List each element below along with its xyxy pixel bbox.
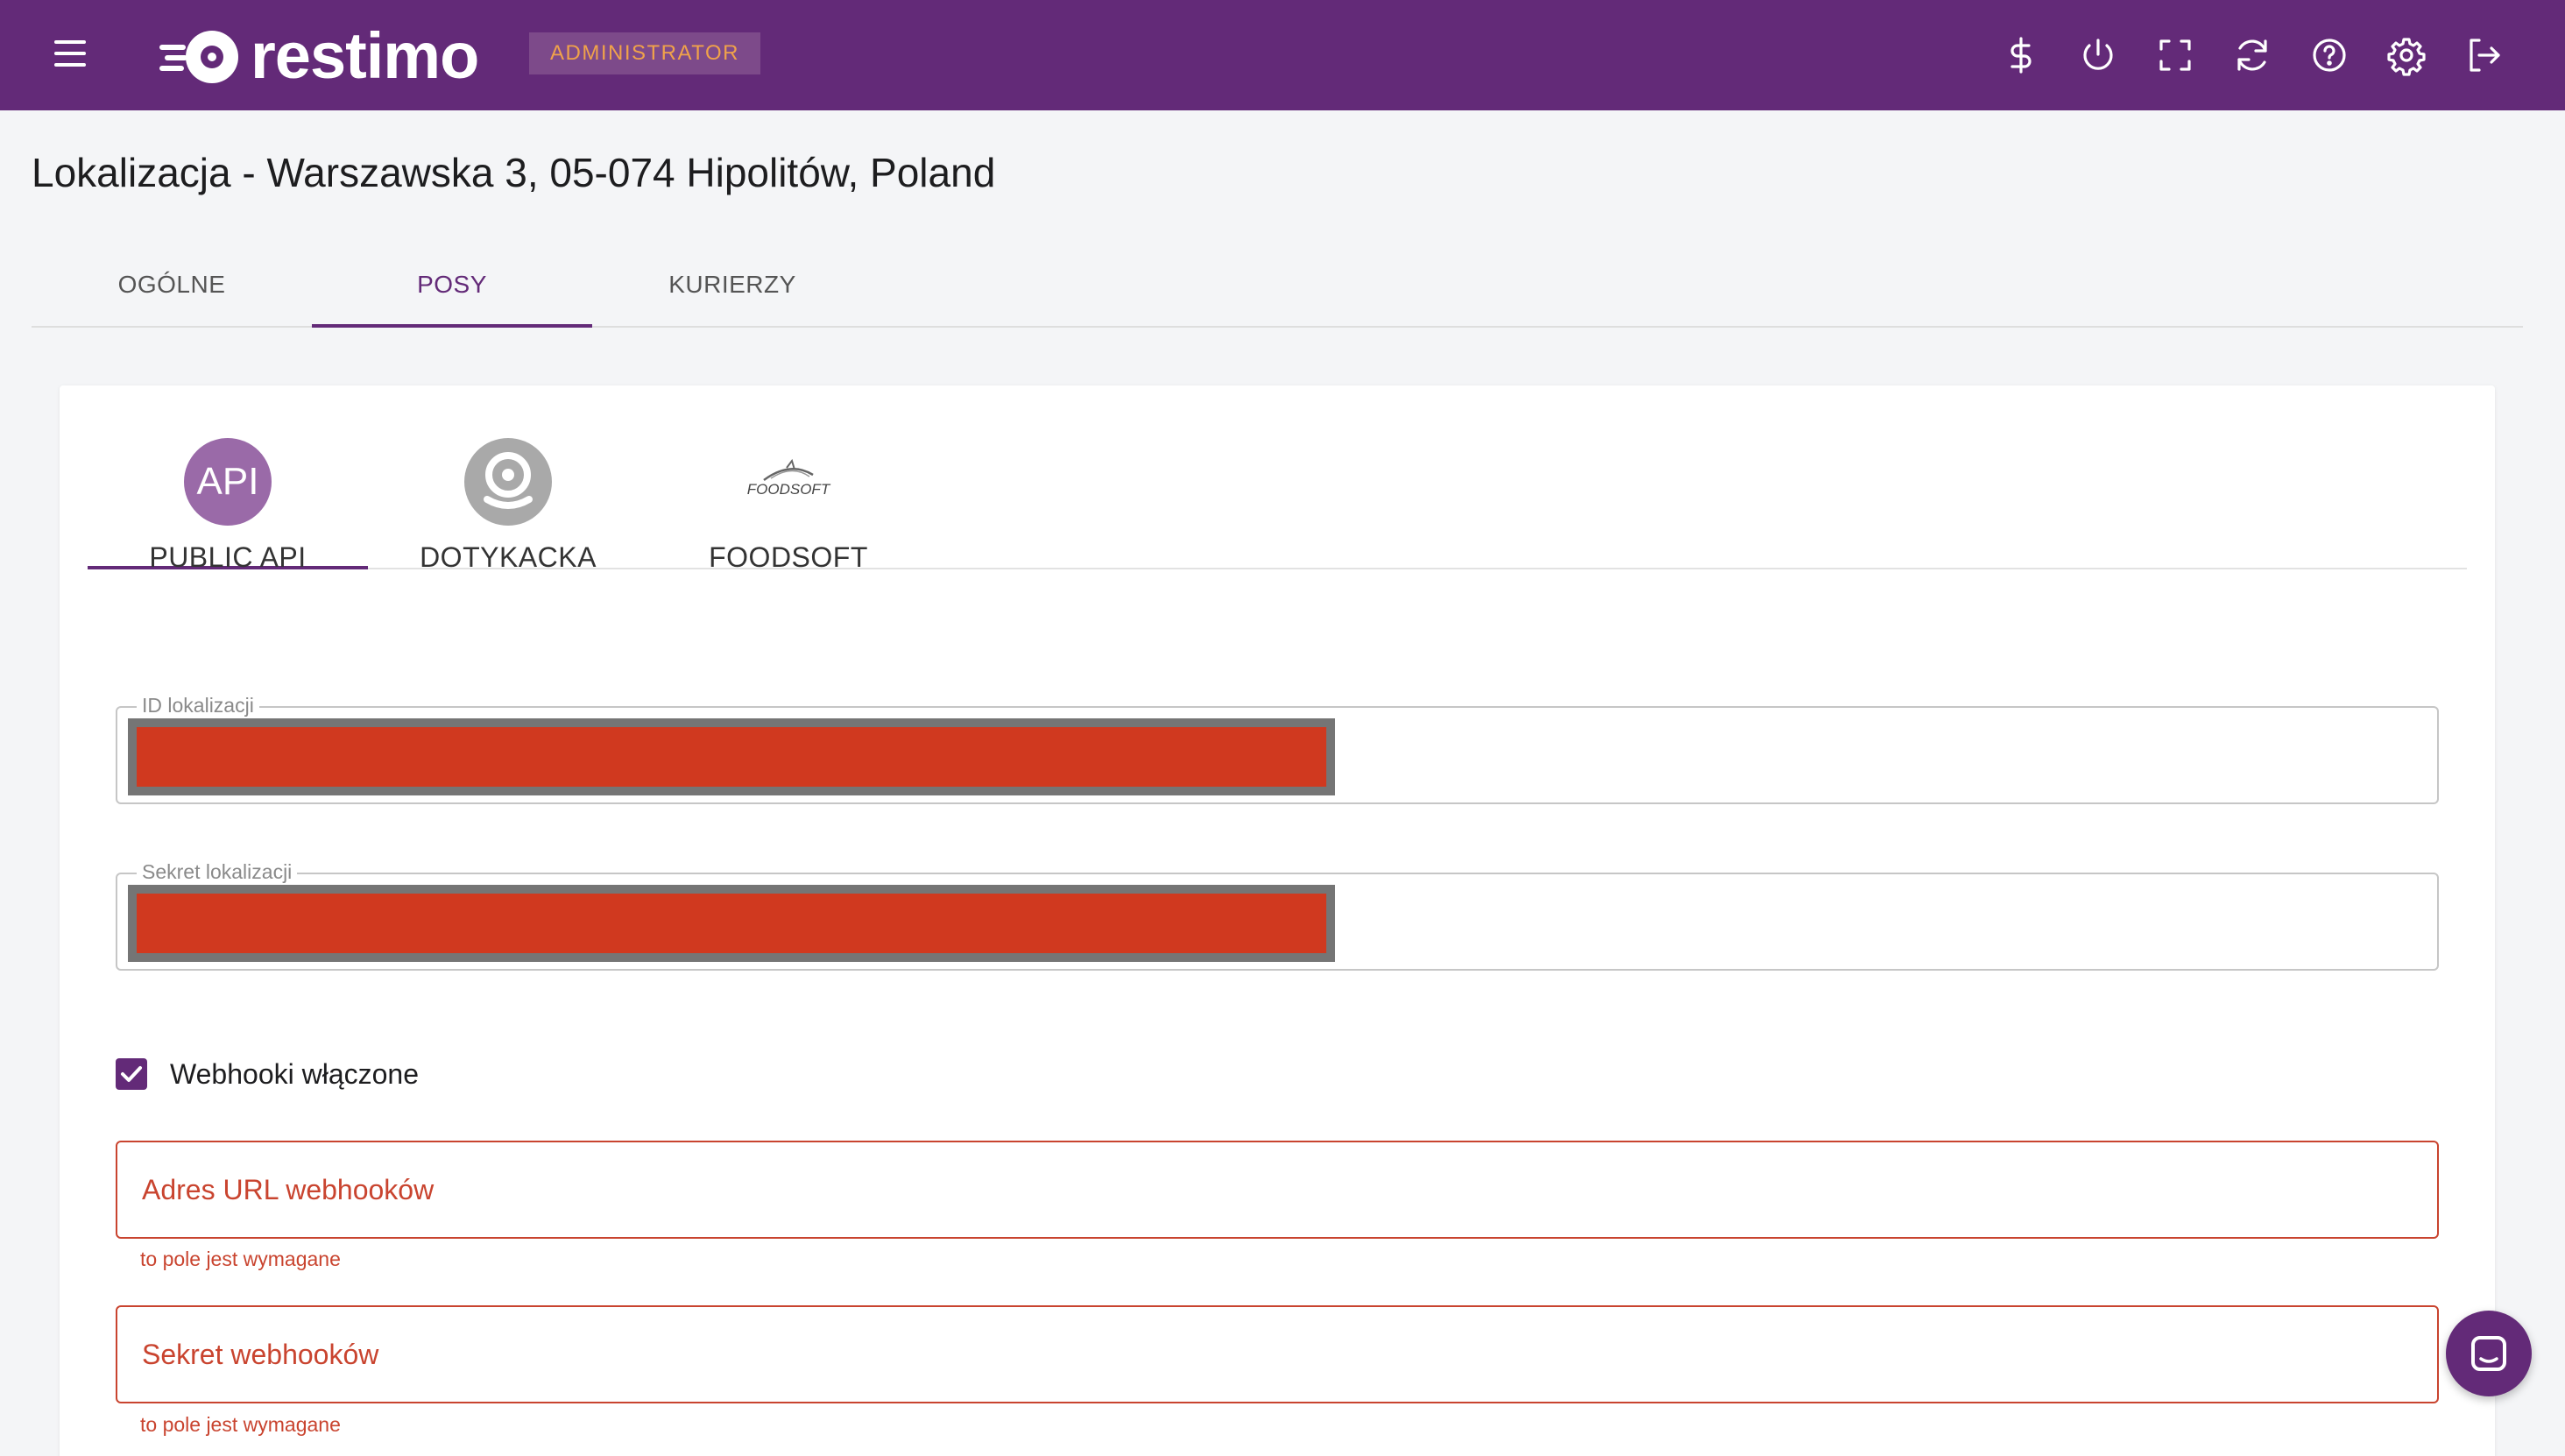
pos-tab-public-api[interactable]: API PUBLIC API [88,438,368,573]
webhook-secret-error: to pole jest wymagane [140,1413,341,1436]
foodsoft-logo-icon: FOODSOFT [745,438,832,526]
pos-tab-label: DOTYKACKA [420,541,597,573]
dollar-icon[interactable] [1999,33,2043,77]
webhooks-enabled-checkbox[interactable] [116,1058,147,1090]
top-bar: restimo ADMINISTRATOR [0,0,2565,110]
api-icon: API [184,438,272,526]
brand-logo[interactable]: restimo [159,19,479,93]
logout-icon[interactable] [2462,33,2505,77]
page-title: Lokalizacja - Warszawska 3, 05-074 Hipol… [32,150,996,195]
pos-tab-dotykacka[interactable]: DOTYKACKA [368,438,648,573]
logo-mark-icon [159,31,238,83]
webhook-secret-placeholder: Sekret webhooków [142,1339,379,1370]
power-icon[interactable] [2076,33,2120,77]
pos-settings-card: API PUBLIC API DOTYKACKA FOODSOFT [60,385,2495,1456]
location-secret-label: Sekret lokalizacji [137,860,298,884]
webhook-url-placeholder: Adres URL webhooków [142,1174,435,1205]
redacted-value [128,885,1335,962]
refresh-icon[interactable] [2230,33,2274,77]
location-id-label: ID lokalizacji [137,694,259,717]
svg-text:FOODSOFT: FOODSOFT [747,481,831,498]
tab-ogolne[interactable]: OGÓLNE [117,271,226,298]
tab-posy[interactable]: POSY [312,254,592,328]
role-badge: ADMINISTRATOR [529,32,760,74]
location-secret-field[interactable]: Sekret lokalizacji [116,860,2439,971]
webhook-secret-input[interactable]: Sekret webhooków [116,1305,2439,1403]
webhook-url-input[interactable]: Adres URL webhooków [116,1141,2439,1239]
chat-icon [2471,1336,2506,1371]
redacted-value [128,718,1335,795]
location-id-field[interactable]: ID lokalizacji [116,694,2439,804]
tab-kurierzy[interactable]: KURIERZY [668,271,796,298]
menu-icon[interactable] [54,40,86,67]
brand-name: restimo [251,19,479,92]
dotykacka-icon [464,438,552,526]
webhooks-enabled-label: Webhooki włączone [170,1057,420,1090]
help-icon[interactable] [2307,33,2351,77]
webhook-url-error: to pole jest wymagane [140,1247,341,1270]
pos-tab-label: PUBLIC API [149,541,307,573]
check-icon [121,1066,142,1082]
chat-launcher-button[interactable] [2446,1311,2532,1396]
main-tabs: OGÓLNE POSY KURIERZY [32,254,2523,328]
fullscreen-icon[interactable] [2153,33,2197,77]
pos-tab-foodsoft[interactable]: FOODSOFT FOODSOFT [648,438,929,573]
gear-icon[interactable] [2385,33,2428,77]
webhooks-enabled-checkbox-row[interactable]: Webhooki włączone [116,1057,419,1092]
pos-tab-label: FOODSOFT [709,541,868,573]
pos-tabs: API PUBLIC API DOTYKACKA FOODSOFT [88,438,2467,573]
